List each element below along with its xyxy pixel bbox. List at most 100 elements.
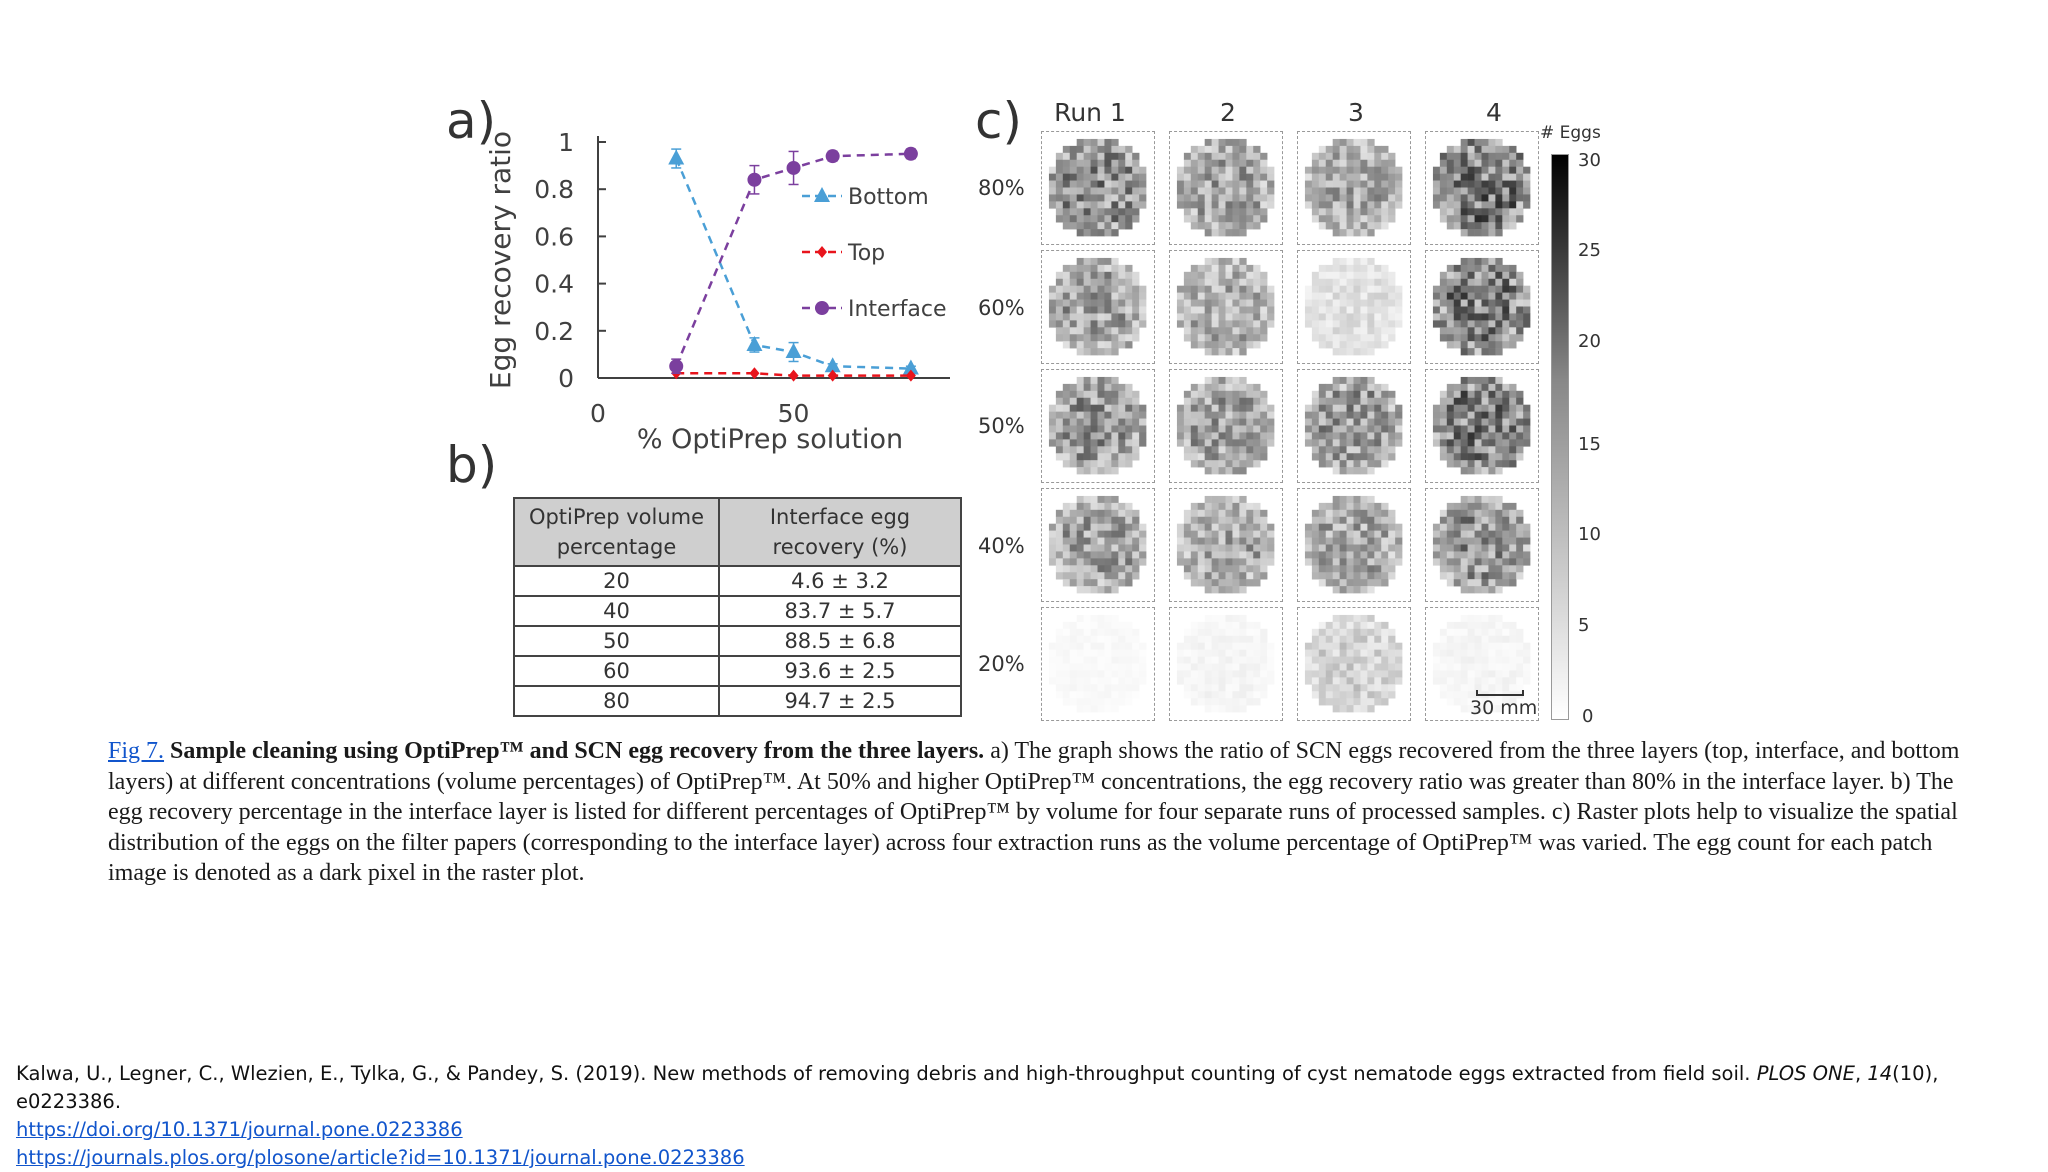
data-point-interface — [669, 359, 684, 374]
raster-plot — [1048, 614, 1147, 713]
header-volume-line1: OptiPrep volume — [528, 505, 705, 529]
raster-col-label: 3 — [1348, 98, 1364, 127]
citation-text: Kalwa, U., Legner, C., Wlezien, E., Tylk… — [16, 1062, 1939, 1113]
raster-cell — [1425, 369, 1539, 483]
colorbar-tick: 25 — [1578, 240, 1601, 261]
x-axis-label: % OptiPrep solution — [637, 424, 903, 455]
y-tick-label: 0 — [558, 364, 574, 393]
header-recovery-line1: Interface egg — [769, 505, 911, 529]
data-point-interface — [903, 146, 918, 161]
raster-cell — [1041, 250, 1155, 364]
raster-plot — [1304, 495, 1403, 594]
raster-plot — [1176, 614, 1275, 713]
panel-b-label: b) — [446, 436, 498, 494]
data-point-interface — [786, 160, 801, 175]
data-point-top — [905, 369, 916, 382]
raster-plot — [1048, 138, 1147, 237]
y-tick-label: 0.6 — [534, 222, 574, 251]
raster-col-label: Run 1 — [1054, 98, 1126, 127]
raster-cell — [1169, 369, 1283, 483]
raster-cell — [1041, 131, 1155, 245]
colorbar-tick: 15 — [1578, 434, 1601, 455]
raster-plot — [1048, 495, 1147, 594]
header-recovery-line2: recovery (%) — [772, 535, 908, 559]
table-cell: 80 — [513, 685, 720, 717]
raster-plot — [1432, 614, 1531, 713]
raster-plot — [1048, 257, 1147, 356]
data-point-top — [788, 369, 799, 382]
colorbar — [1551, 154, 1569, 720]
citation: Kalwa, U., Legner, C., Wlezien, E., Tylk… — [16, 1060, 2048, 1172]
legend-label: Bottom — [848, 185, 929, 210]
data-point-bottom — [746, 335, 763, 351]
legend-marker-bottom — [814, 187, 830, 202]
raster-cell — [1297, 488, 1411, 602]
doi-link[interactable]: https://doi.org/10.1371/journal.pone.022… — [16, 1118, 463, 1141]
citation-issue: (10), e0223386. — [16, 1062, 1939, 1113]
data-point-interface — [825, 149, 840, 164]
raster-row-label: 40% — [978, 534, 1025, 558]
x-tick-label: 50 — [778, 399, 810, 428]
raster-cell — [1041, 369, 1155, 483]
raster-row-label: 60% — [978, 296, 1025, 320]
data-point-bottom — [785, 343, 802, 359]
table-cell: 50 — [513, 625, 720, 657]
colorbar-tick: 30 — [1578, 150, 1601, 171]
raster-cell — [1041, 607, 1155, 721]
raster-cell — [1425, 607, 1539, 721]
legend-marker-top — [817, 246, 827, 258]
scale-bar — [1476, 690, 1524, 696]
colorbar-tick: 10 — [1578, 524, 1601, 545]
raster-cell — [1169, 607, 1283, 721]
table-row: 40 83.7 ± 5.7 — [513, 595, 962, 627]
legend-marker-interface — [815, 301, 829, 315]
raster-plot — [1304, 376, 1403, 475]
table-cell: 20 — [513, 565, 720, 597]
citation-volume: 14 — [1867, 1062, 1893, 1085]
article-link[interactable]: https://journals.plos.org/plosone/articl… — [16, 1146, 745, 1169]
recovery-ratio-chart: 0 0.2 0.4 0.6 0.8 1 0 50% OptiPrep solution Egg … — [484, 128, 950, 455]
figure-caption: Fig 7. Sample cleaning using OptiPrep™ a… — [108, 736, 1968, 889]
raster-plot — [1432, 257, 1531, 356]
scale-bar-label: 30 mm — [1470, 697, 1538, 719]
citation-journal: PLOS ONE — [1756, 1062, 1855, 1085]
table-header-row: OptiPrep volume percentage Interface egg… — [513, 497, 962, 567]
raster-plot — [1304, 138, 1403, 237]
raster-plot — [1304, 257, 1403, 356]
raster-cell — [1169, 488, 1283, 602]
raster-plot — [1176, 495, 1275, 594]
data-point-bottom — [824, 357, 841, 373]
raster-row-label: 20% — [978, 652, 1025, 676]
header-volume-line2: percentage — [556, 535, 677, 559]
raster-row-label: 50% — [978, 414, 1025, 438]
table-header-volume: OptiPrep volume percentage — [513, 497, 720, 567]
y-tick-label: 0.2 — [534, 317, 574, 346]
table-row: 20 4.6 ± 3.2 — [513, 565, 962, 597]
table-cell: 88.5 ± 6.8 — [718, 625, 962, 657]
fig-link[interactable]: Fig 7. — [108, 738, 165, 764]
x-tick-label: 0 — [590, 399, 606, 428]
raster-cell — [1297, 607, 1411, 721]
panel-a-label: a) — [446, 92, 497, 150]
colorbar-tick: 5 — [1578, 615, 1590, 636]
table-row: 50 88.5 ± 6.8 — [513, 625, 962, 657]
data-point-bottom — [668, 149, 685, 165]
raster-cell — [1169, 131, 1283, 245]
table-cell: 83.7 ± 5.7 — [718, 595, 962, 627]
colorbar-title: # Eggs — [1540, 123, 1601, 143]
raster-plot — [1304, 614, 1403, 713]
raster-col-label: 2 — [1220, 98, 1236, 127]
raster-plot — [1176, 257, 1275, 356]
colorbar-tick: 20 — [1578, 331, 1601, 352]
raster-cell — [1297, 369, 1411, 483]
table-cell: 60 — [513, 655, 720, 687]
raster-row-label: 80% — [978, 176, 1025, 200]
raster-plot — [1176, 376, 1275, 475]
raster-plot — [1432, 376, 1531, 475]
raster-cell — [1041, 488, 1155, 602]
raster-plot — [1176, 138, 1275, 237]
raster-cell — [1425, 488, 1539, 602]
raster-plot — [1432, 138, 1531, 237]
y-tick-label: 1 — [558, 128, 574, 157]
table-cell: 40 — [513, 595, 720, 627]
